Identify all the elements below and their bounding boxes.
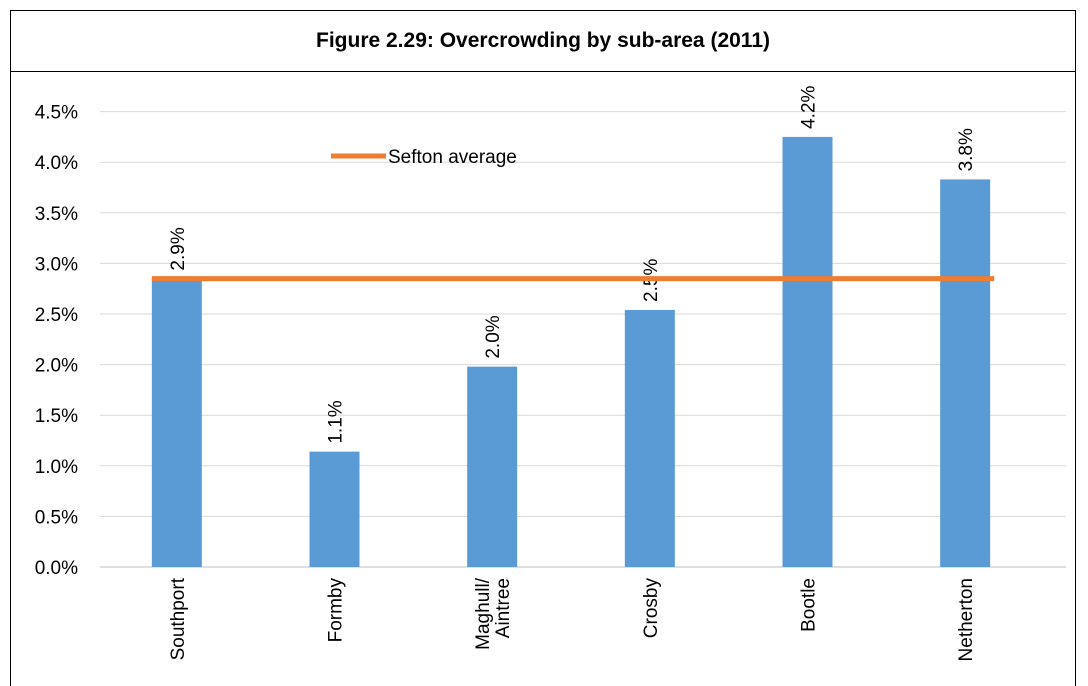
data-label: 2.0%: [483, 315, 504, 358]
data-label: 2.9%: [168, 227, 189, 270]
y-tick-label: 1.5%: [35, 406, 78, 427]
bar: [940, 179, 991, 568]
bar: [309, 451, 360, 567]
category-label: Netherton: [956, 578, 977, 661]
category-label: Southport: [168, 577, 189, 660]
y-tick-label: 0.0%: [35, 558, 78, 579]
category-label: Aintree: [493, 578, 514, 638]
bar: [151, 278, 202, 567]
chart-title: Figure 2.29: Overcrowding by sub-area (2…: [316, 29, 770, 52]
y-tick-label: 4.5%: [35, 103, 78, 124]
y-tick-label: 2.5%: [35, 305, 78, 326]
category-label: Crosby: [641, 578, 662, 639]
bar: [467, 366, 518, 567]
y-tick-label: 2.0%: [35, 356, 78, 377]
legend-label: Sefton average: [388, 147, 517, 168]
category-label: Formby: [326, 578, 347, 643]
category-label: Bootle: [799, 578, 820, 632]
chart-title-bar: Figure 2.29: Overcrowding by sub-area (2…: [11, 11, 1075, 72]
data-label: 4.2%: [799, 85, 820, 128]
bar: [782, 136, 833, 567]
y-tick-label: 3.5%: [35, 204, 78, 225]
data-label: 3.8%: [956, 128, 977, 171]
y-tick-label: 4.0%: [35, 153, 78, 174]
y-tick-label: 3.0%: [35, 254, 78, 275]
y-tick-label: 0.5%: [35, 507, 78, 528]
y-tick-label: 1.0%: [35, 457, 78, 478]
bar: [624, 309, 675, 567]
data-label: 1.1%: [326, 400, 347, 443]
category-label: Maghull/: [473, 577, 494, 650]
